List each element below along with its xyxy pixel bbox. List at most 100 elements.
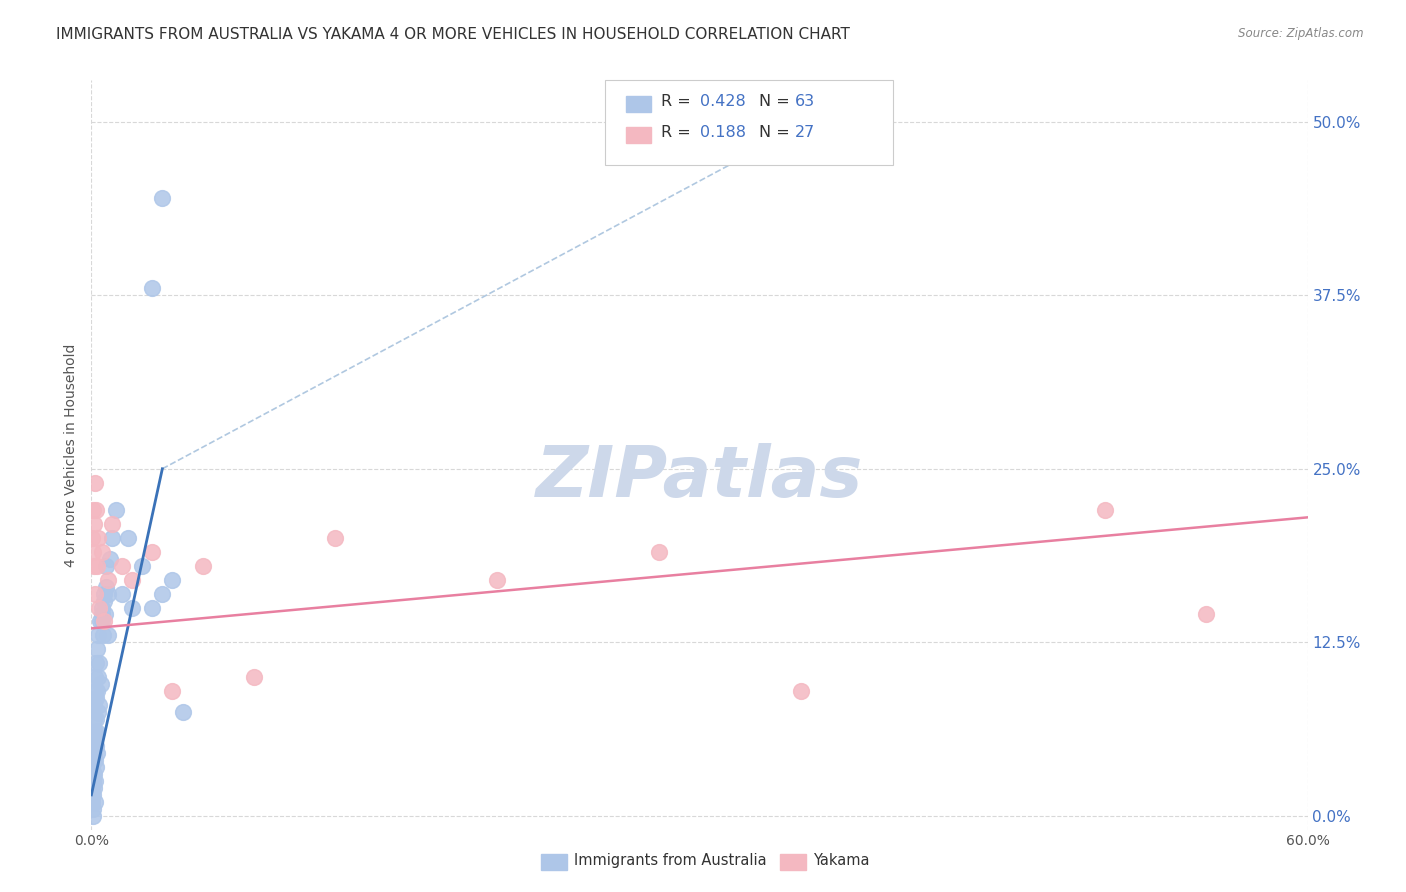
Text: Immigrants from Australia: Immigrants from Australia [574, 854, 766, 868]
Point [93, 607, 115, 622]
Point [86, 642, 108, 657]
Point [117, 531, 139, 545]
Point [86, 503, 108, 517]
Point [83, 725, 105, 739]
Point [83, 517, 105, 532]
Point [162, 573, 184, 587]
Point [87, 670, 110, 684]
Point [97, 587, 120, 601]
Text: R =: R = [661, 95, 696, 109]
Point [111, 587, 134, 601]
Point [84, 753, 107, 767]
Text: 0.428: 0.428 [700, 95, 747, 109]
Point [84, 774, 107, 789]
Point [82, 780, 104, 795]
Point [82, 531, 104, 545]
Point [242, 670, 264, 684]
Point [100, 531, 122, 545]
Point [84, 760, 107, 774]
Text: Yakama: Yakama [813, 854, 869, 868]
Text: 63: 63 [794, 95, 814, 109]
Y-axis label: 4 or more Vehicles in Household: 4 or more Vehicles in Household [65, 343, 79, 566]
Text: ZIPatlas: ZIPatlas [536, 443, 863, 512]
Text: 27: 27 [794, 125, 814, 139]
Point [111, 558, 134, 573]
Point [86, 683, 108, 698]
Text: IMMIGRANTS FROM AUSTRALIA VS YAKAMA 4 OR MORE VEHICLES IN HOUSEHOLD CORRELATION : IMMIGRANTS FROM AUSTRALIA VS YAKAMA 4 OR… [56, 27, 851, 42]
Point [87, 628, 110, 642]
Point [1195, 607, 1218, 622]
Point [104, 503, 127, 517]
Point [141, 281, 163, 295]
Point [131, 558, 153, 573]
Point [89, 600, 111, 615]
Point [790, 683, 813, 698]
Point [89, 656, 111, 670]
Point [150, 191, 173, 205]
Point [97, 573, 120, 587]
Point [82, 767, 104, 781]
Point [93, 615, 115, 629]
Point [82, 795, 104, 809]
Point [91, 628, 114, 642]
Text: 0.188: 0.188 [700, 125, 747, 139]
Point [87, 531, 110, 545]
Point [94, 558, 117, 573]
Point [121, 600, 143, 615]
Point [89, 615, 111, 629]
Point [191, 558, 214, 573]
Point [83, 712, 105, 726]
Point [150, 587, 173, 601]
Point [93, 593, 115, 607]
Point [90, 545, 112, 559]
Point [84, 475, 107, 490]
Point [83, 795, 105, 809]
Point [323, 531, 346, 545]
Text: R =: R = [661, 125, 696, 139]
Point [90, 615, 112, 629]
Point [83, 558, 105, 573]
Point [82, 753, 104, 767]
Point [86, 725, 108, 739]
Point [87, 705, 110, 719]
Point [82, 739, 104, 754]
Point [84, 587, 107, 601]
Point [141, 600, 163, 615]
Point [84, 739, 107, 754]
Point [84, 683, 107, 698]
Point [82, 788, 104, 802]
Point [485, 573, 508, 587]
Point [93, 587, 115, 601]
Point [86, 656, 108, 670]
Point [162, 683, 184, 698]
Text: Source: ZipAtlas.com: Source: ZipAtlas.com [1239, 27, 1364, 40]
Point [84, 712, 107, 726]
Point [94, 580, 117, 594]
Point [82, 725, 104, 739]
Point [90, 600, 112, 615]
Point [83, 746, 105, 760]
Text: N =: N = [759, 125, 796, 139]
Point [90, 607, 112, 622]
Point [82, 774, 104, 789]
Point [87, 698, 110, 712]
Point [82, 545, 104, 559]
Point [86, 690, 108, 705]
Point [89, 677, 111, 691]
Point [141, 545, 163, 559]
Point [82, 808, 104, 822]
Point [82, 802, 104, 816]
Point [84, 670, 107, 684]
Point [97, 628, 120, 642]
Point [83, 698, 105, 712]
Text: N =: N = [759, 95, 796, 109]
Point [1094, 503, 1116, 517]
Point [83, 780, 105, 795]
Point [121, 573, 143, 587]
Point [172, 705, 194, 719]
Point [100, 517, 122, 532]
Point [98, 552, 121, 566]
Point [82, 503, 104, 517]
Point [86, 746, 108, 760]
Point [82, 760, 104, 774]
